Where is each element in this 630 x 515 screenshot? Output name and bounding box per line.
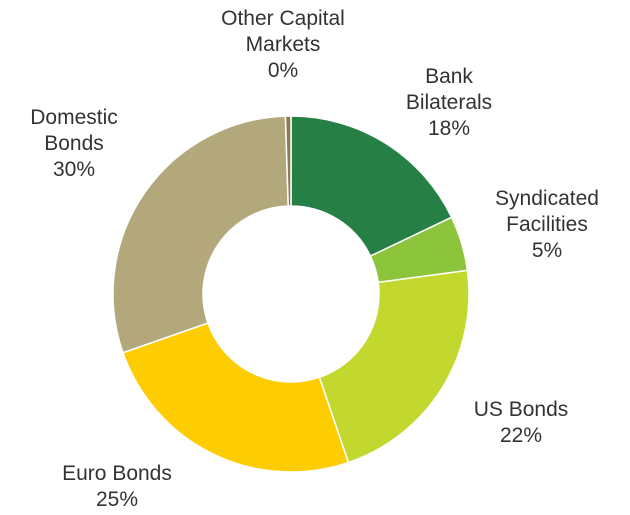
- slice-other-capital-markets: [284, 115, 292, 207]
- slice-value-label: 18%: [428, 117, 470, 140]
- slice-name-label: Bonds: [44, 132, 104, 155]
- slice-label-domestic-bonds: Domestic Bonds 30%: [30, 106, 118, 181]
- slice-euro-bonds: [122, 322, 350, 473]
- slice-name-label: Domestic: [30, 106, 118, 129]
- slice-value-label: 22%: [500, 424, 542, 447]
- slices-group: [112, 115, 470, 473]
- slice-label-euro-bonds: Euro Bonds 25%: [62, 462, 172, 511]
- slice-name-label: Syndicated: [495, 187, 599, 210]
- slice-name-label: Markets: [246, 33, 321, 56]
- slice-label-us-bonds: US Bonds 22%: [474, 398, 569, 447]
- slice-value-label: 5%: [532, 239, 562, 262]
- slice-value-label: 0%: [268, 59, 298, 82]
- slice-name-label: US Bonds: [474, 398, 569, 421]
- slice-name-label: Euro Bonds: [62, 462, 172, 485]
- slice-bank-bilaterals: [290, 115, 453, 258]
- slice-us-bonds: [318, 269, 470, 464]
- slice-name-label: Bilaterals: [406, 91, 492, 114]
- labels-group: Bank Bilaterals 18% Syndicated Facilities 5% U…: [30, 7, 599, 511]
- slice-value-label: 30%: [53, 158, 95, 181]
- slice-domestic-bonds: [112, 115, 290, 354]
- slice-value-label: 25%: [96, 488, 138, 511]
- slice-label-other-capital-markets: Other Capital Markets 0%: [221, 7, 345, 82]
- slice-label-bank-bilaterals: Bank Bilaterals 18%: [406, 65, 492, 140]
- slice-label-syndicated-facilities: Syndicated Facilities 5%: [495, 187, 599, 262]
- slice-name-label: Other Capital: [221, 7, 345, 30]
- slice-name-label: Bank: [425, 65, 473, 88]
- slice-name-label: Facilities: [506, 213, 588, 236]
